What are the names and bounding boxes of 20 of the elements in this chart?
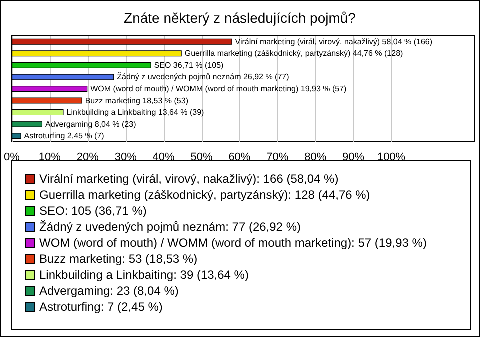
data-label: SEO 36,71 % (105) [154,60,224,70]
data-label: Astroturfing 2,45 % (7) [24,132,105,141]
chart-title: Znáte některý z následujících pojmů? [124,10,356,26]
data-label: Virální marketing (virál, virový, nakažlivý) 58,04 % (166) [235,37,433,46]
legend-label: WOM (word of mouth) / WOMM (word of mouth marketing): 57 (19,93 %) [40,236,427,250]
legend-label: Guerrilla marketing (záškodnický, partyzánský): 128 (44,76 %) [40,188,370,202]
legend-label: Linkbuilding a Linkbaiting: 39 (13,64 %) [40,268,249,282]
x-tick-label: 0% [4,152,20,164]
legend-label: Žádný z uvedených pojmů neznám: 77 (26,92 %) [40,220,301,234]
data-label: WOM (word of mouth) / WOMM (word of mouth marketing) 19,93 % (57) [90,84,348,94]
legend-label: Astroturfing: 7 (2,45 %) [40,300,163,314]
legend-label: Buzz marketing: 53 (18,53 %) [40,252,198,266]
data-label: Linkbuilding a Linkbaiting 13,64 % (39) [66,108,205,118]
data-label: Buzz marketing 18,53 % (53) [85,96,189,106]
legend-label: Advergaming: 23 (8,04 %) [40,284,179,298]
legend-label: SEO: 105 (36,71 %) [40,204,147,218]
data-label: Žádný z uvedených pojmů neznám 26,92 % (77) [117,72,290,82]
data-label: Advergaming 8,04 % (23) [46,120,137,129]
legend-label: Virální marketing (virál, virový, nakažlivý): 166 (58,04 %) [40,172,339,186]
data-label: Guerrilla marketing (záškodnický, partyzánský) 44,76 % (128) [184,49,404,58]
